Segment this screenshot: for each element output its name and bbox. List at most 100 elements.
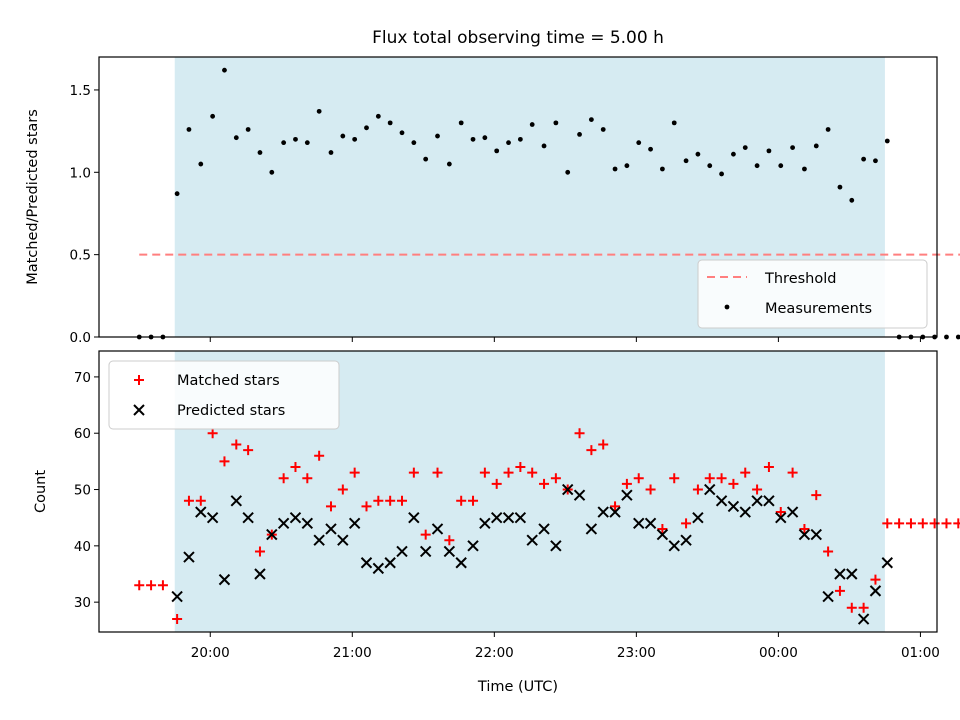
predicted-star-point: [633, 517, 645, 530]
matched-star-point: [929, 518, 940, 529]
measurement-point: [955, 334, 960, 340]
matched-star-point: [882, 518, 893, 529]
predicted-star-point: [479, 517, 491, 530]
measurement-point: [944, 334, 949, 340]
measurement-point: [624, 163, 630, 169]
measurement-point: [435, 133, 440, 139]
y-tick-label: 30: [74, 595, 91, 611]
measurement-point: [742, 145, 748, 150]
predicted-star-point: [727, 500, 740, 513]
matched-star-point: [645, 484, 656, 495]
predicted-star-point: [526, 534, 538, 546]
matched-star-point: [539, 478, 550, 489]
matched-star-point: [349, 467, 360, 478]
matched-star-point: [385, 495, 396, 506]
matched-star-point: [157, 580, 168, 591]
matched-star-point: [290, 462, 301, 473]
matched-star-point: [823, 546, 834, 557]
matched-star-point: [254, 546, 265, 557]
legend-threshold-label: Threshold: [764, 271, 836, 287]
matched-star-point: [870, 574, 881, 585]
matched-star-point: [207, 428, 218, 439]
ratio-marks: [136, 67, 960, 340]
measurement-point: [766, 148, 772, 154]
measurement-point: [790, 145, 795, 150]
predicted-star-point: [396, 545, 408, 558]
measurement-point: [186, 127, 192, 132]
matched-star-point: [728, 478, 739, 489]
predicted-star-point: [680, 534, 692, 546]
predicted-star-point: [597, 506, 609, 518]
predicted-star-point: [585, 523, 598, 535]
measurement-point: [861, 156, 867, 162]
ratio-panel: 0.0 0.5 1.0 1.5 Matched/Predicted stars Thr…: [25, 56, 960, 346]
predicted-star-point: [562, 483, 574, 496]
predicted-star-point: [775, 511, 787, 524]
matched-star-point: [479, 467, 490, 478]
measurement-point: [222, 67, 227, 73]
measurement-point: [233, 135, 239, 141]
matched-star-point: [633, 473, 644, 484]
measurement-point: [719, 171, 724, 177]
predicted-star-point: [644, 517, 657, 530]
matched-star-point: [468, 495, 479, 506]
matched-star-point: [408, 467, 419, 478]
predicted-star-point: [301, 517, 314, 530]
predicted-star-point: [348, 517, 361, 530]
matched-star-point: [586, 445, 597, 456]
matched-star-point: [740, 467, 751, 478]
predicted-star-point: [195, 506, 207, 518]
measurement-point: [636, 140, 642, 146]
measurement-point: [198, 161, 204, 167]
measurement-point: [707, 163, 713, 169]
matched-star-point: [811, 490, 822, 501]
matched-star-point: [527, 467, 538, 478]
predicted-star-point: [798, 528, 811, 541]
measurement-point: [683, 158, 689, 164]
matched-star-point: [432, 467, 443, 478]
legend-measurement-swatch: [724, 304, 730, 310]
measurement-point: [541, 143, 547, 149]
predicted-star-point: [313, 534, 325, 546]
predicted-star-point: [704, 483, 716, 496]
legend-measurement-label: Measurements: [765, 301, 872, 317]
matched-star-point: [146, 580, 157, 591]
matched-star-point: [337, 484, 348, 495]
matched-star-point: [752, 484, 763, 495]
predicted-star-point: [751, 495, 763, 507]
measurement-point: [399, 130, 405, 136]
count-x-axis-label: Time (UTC): [477, 679, 558, 695]
count-y-axis: 30 40 50 60 70: [74, 370, 99, 611]
matched-star-point: [846, 602, 857, 613]
matched-star-point: [314, 450, 325, 461]
measurement-point: [506, 140, 511, 146]
measurement-point: [553, 120, 559, 126]
predicted-star-point: [846, 568, 858, 580]
measurement-point: [352, 136, 358, 142]
matched-star-point: [681, 518, 692, 529]
measurement-point: [837, 184, 843, 190]
predicted-star-point: [218, 573, 231, 586]
matched-star-point: [195, 495, 206, 506]
count-legend: Matched stars Predicted stars: [108, 360, 340, 430]
measurement-point: [731, 151, 736, 157]
legend-predicted-swatch: [133, 404, 145, 416]
count-panel-frame: [98, 350, 938, 633]
matched-star-point: [704, 473, 715, 484]
matched-star-point: [231, 439, 242, 450]
predicted-star-point: [360, 557, 373, 569]
measurement-point: [778, 163, 784, 169]
ratio-panel-frame: [98, 56, 938, 338]
measurement-point: [802, 166, 807, 172]
measurement-point: [269, 169, 275, 175]
predicted-star-point: [621, 489, 633, 501]
predicted-star-point: [869, 585, 882, 597]
predicted-star-point: [372, 562, 385, 575]
predicted-star-point: [822, 590, 834, 603]
measurement-point: [517, 136, 523, 142]
matched-star-point: [669, 473, 680, 484]
matched-star-point: [325, 501, 336, 512]
matched-star-point: [172, 614, 183, 625]
matched-star-point: [574, 428, 585, 439]
matched-star-point: [456, 495, 467, 506]
